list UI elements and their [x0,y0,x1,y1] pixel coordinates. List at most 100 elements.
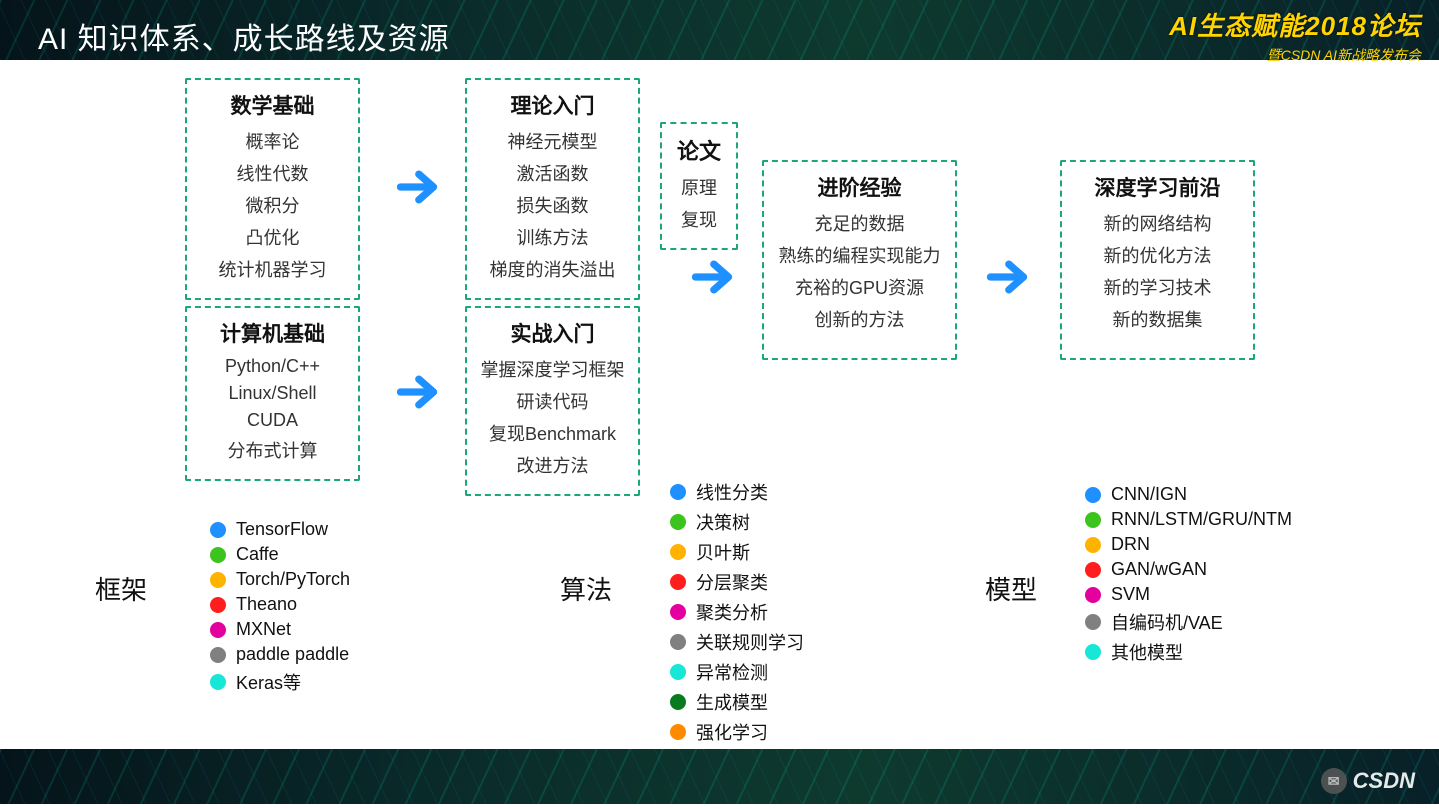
bullet-dot-icon [670,694,686,710]
arrow-icon [395,370,439,414]
bullet-item: CNN/IGN [1085,484,1292,505]
box-items: Python/C++Linux/ShellCUDA分布式计算 [195,356,350,463]
bullet-dot-icon [1085,537,1101,553]
bullet-list-frameworks: TensorFlow Caffe Torch/PyTorch Theano MXNet p… [210,515,350,699]
box-item: Linux/Shell [195,383,350,404]
bullet-dot-icon [670,544,686,560]
box-items: 神经元模型激活函数损失函数训练方法梯度的消失溢出 [475,128,630,282]
bullet-text: paddle paddle [236,644,349,665]
bullet-dot-icon [210,547,226,563]
bullet-item: SVM [1085,584,1292,605]
box-practice: 实战入门掌握深度学习框架研读代码复现Benchmark改进方法 [465,306,640,496]
bullet-item: 强化学习 [670,719,804,745]
bullet-dot-icon [1085,587,1101,603]
bullet-text: 关联规则学习 [696,629,804,655]
bullet-text: RNN/LSTM/GRU/NTM [1111,509,1292,530]
box-item: 新的网络结构 [1070,210,1245,236]
logo-main: AI生态赋能2018论坛 [1169,6,1421,43]
box-item: 创新的方法 [772,306,947,332]
bullet-dot-icon [210,647,226,663]
bullet-item: Theano [210,594,350,615]
wechat-icon: ✉ [1321,768,1347,794]
bullet-text: TensorFlow [236,519,328,540]
bullet-list-models: CNN/IGNRNN/LSTM/GRU/NTMDRNGAN/wGANSVM自编码… [1085,480,1292,669]
bullet-text: Caffe [236,544,279,565]
bullet-item: TensorFlow [210,519,350,540]
bullet-dot-icon [670,634,686,650]
bullet-dot-icon [670,484,686,500]
bullet-item: DRN [1085,534,1292,555]
watermark: ✉ CSDN [1321,768,1415,794]
box-item: 充足的数据 [772,210,947,236]
box-item: 统计机器学习 [195,256,350,282]
bullet-item: paddle paddle [210,644,350,665]
bullet-item: 线性分类 [670,479,804,505]
arrow-icon [395,165,439,209]
box-theory: 理论入门神经元模型激活函数损失函数训练方法梯度的消失溢出 [465,78,640,300]
box-item: 熟练的编程实现能力 [772,242,947,268]
box-item: 训练方法 [475,224,630,250]
box-item: 分布式计算 [195,437,350,463]
bullet-dot-icon [1085,512,1101,528]
bullet-item: Caffe [210,544,350,565]
bullet-text: 强化学习 [696,719,768,745]
bullet-dot-icon [670,514,686,530]
page-title: AI 知识体系、成长路线及资源 [38,14,450,58]
bullet-dot-icon [670,574,686,590]
watermark-text: CSDN [1353,768,1415,794]
bullet-dot-icon [210,674,226,690]
bullet-item: 其他模型 [1085,639,1292,665]
bullet-dot-icon [670,604,686,620]
bullet-text: 聚类分析 [696,599,768,625]
box-title: 计算机基础 [195,318,350,348]
box-title: 进阶经验 [772,172,947,202]
bullet-dot-icon [1085,614,1101,630]
bullet-item: GAN/wGAN [1085,559,1292,580]
list-label-frameworks: 框架 [95,570,147,607]
bullet-item: 聚类分析 [670,599,804,625]
bullet-text: Theano [236,594,297,615]
bullet-text: 线性分类 [696,479,768,505]
box-item: 复现 [670,206,728,232]
arrow-icon [985,255,1029,299]
bullet-text: 异常检测 [696,659,768,685]
bullet-text: 贝叶斯 [696,539,750,565]
bullet-dot-icon [210,572,226,588]
header-bar: AI 知识体系、成长路线及资源 AI生态赋能2018论坛 暨CSDN AI新战略… [0,0,1439,60]
box-item: 激活函数 [475,160,630,186]
box-math: 数学基础概率论线性代数微积分凸优化统计机器学习 [185,78,360,300]
bullet-text: Torch/PyTorch [236,569,350,590]
list-label-algorithms: 算法 [560,570,612,607]
box-item: 神经元模型 [475,128,630,154]
box-item: 充裕的GPU资源 [772,274,947,300]
box-title: 理论入门 [475,90,630,120]
diagram-canvas: 数学基础概率论线性代数微积分凸优化统计机器学习计算机基础Python/C++Li… [0,60,1439,749]
bullet-item: 关联规则学习 [670,629,804,655]
box-item: 研读代码 [475,388,630,414]
bullet-item: RNN/LSTM/GRU/NTM [1085,509,1292,530]
bullet-item: MXNet [210,619,350,640]
event-logo: AI生态赋能2018论坛 暨CSDN AI新战略发布会 [1169,6,1421,65]
box-title: 数学基础 [195,90,350,120]
box-item: 新的优化方法 [1070,242,1245,268]
box-title: 深度学习前沿 [1070,172,1245,202]
box-item: 凸优化 [195,224,350,250]
bullet-item: 决策树 [670,509,804,535]
box-item: 掌握深度学习框架 [475,356,630,382]
box-item: 改进方法 [475,452,630,478]
bullet-text: CNN/IGN [1111,484,1187,505]
footer-bar: ✉ CSDN [0,749,1439,804]
bullet-item: 分层聚类 [670,569,804,595]
bullet-item: 贝叶斯 [670,539,804,565]
bullet-text: 决策树 [696,509,750,535]
arrow-icon [690,255,734,299]
bullet-text: Keras等 [236,669,301,695]
bullet-dot-icon [210,522,226,538]
bullet-item: Keras等 [210,669,350,695]
box-item: 新的学习技术 [1070,274,1245,300]
box-title: 实战入门 [475,318,630,348]
box-item: 原理 [670,174,728,200]
box-item: CUDA [195,410,350,431]
bullet-text: DRN [1111,534,1150,555]
bullet-item: Torch/PyTorch [210,569,350,590]
